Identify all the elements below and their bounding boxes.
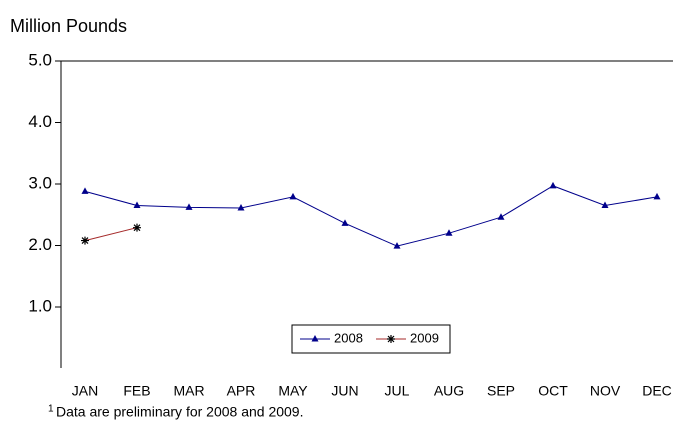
- x-tick-label: OCT: [538, 383, 568, 399]
- legend-label: 2008: [334, 330, 363, 345]
- legend-marker: [387, 335, 395, 343]
- x-tick-label: DEC: [642, 383, 672, 399]
- y-tick-label: 2.0: [28, 235, 52, 254]
- marker: [341, 219, 349, 226]
- y-tick-label: 5.0: [28, 50, 52, 69]
- legend-label: 2009: [410, 330, 439, 345]
- footnote: Data are preliminary for 2008 and 2009.: [56, 404, 303, 420]
- x-tick-label: MAY: [278, 383, 308, 399]
- marker: [185, 203, 193, 210]
- marker: [81, 187, 89, 194]
- marker: [653, 192, 661, 200]
- marker: [445, 229, 453, 236]
- marker: [601, 201, 609, 209]
- y-tick-label: 4.0: [28, 112, 52, 131]
- marker: [81, 236, 89, 245]
- x-tick-label: JUN: [331, 383, 358, 399]
- series-line: [84, 185, 658, 247]
- x-tick-label: FEB: [123, 383, 150, 399]
- y-tick-label: 1.0: [28, 296, 52, 315]
- x-tick-label: AUG: [434, 383, 464, 399]
- marker: [549, 181, 557, 189]
- x-tick-label: JAN: [72, 383, 98, 399]
- marker: [237, 203, 245, 211]
- marker: [133, 201, 141, 209]
- x-tick-label: SEP: [487, 383, 515, 399]
- marker: [133, 223, 141, 232]
- series-line: [84, 227, 138, 242]
- x-tick-label: APR: [227, 383, 256, 399]
- y-axis-label: Million Pounds: [10, 16, 127, 36]
- x-tick-label: MAR: [173, 383, 204, 399]
- marker: [393, 242, 401, 249]
- y-tick-label: 3.0: [28, 173, 52, 192]
- x-tick-label: NOV: [590, 383, 621, 399]
- footnote-marker: 1: [48, 404, 54, 415]
- legend-marker: [311, 335, 319, 342]
- x-tick-label: JUL: [385, 383, 410, 399]
- marker: [289, 192, 297, 200]
- marker: [497, 213, 505, 220]
